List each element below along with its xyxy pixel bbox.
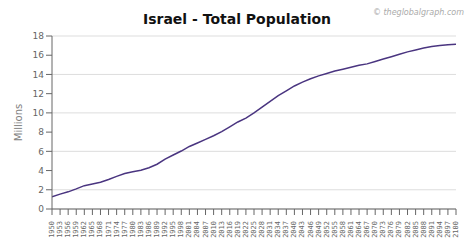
svg-text:2046: 2046 bbox=[307, 221, 315, 238]
svg-text:2097: 2097 bbox=[444, 221, 452, 238]
svg-text:1998: 1998 bbox=[177, 221, 185, 238]
svg-text:2091: 2091 bbox=[428, 221, 436, 238]
svg-text:2013: 2013 bbox=[218, 221, 226, 238]
svg-text:1974: 1974 bbox=[113, 221, 121, 238]
svg-text:16: 16 bbox=[33, 50, 45, 60]
svg-text:2043: 2043 bbox=[298, 221, 306, 238]
svg-text:1986: 1986 bbox=[145, 221, 153, 238]
svg-text:4: 4 bbox=[38, 166, 44, 176]
svg-text:2040: 2040 bbox=[290, 221, 298, 238]
svg-text:1953: 1953 bbox=[56, 221, 64, 238]
svg-text:Millions: Millions bbox=[13, 104, 24, 141]
svg-text:2010: 2010 bbox=[210, 221, 218, 238]
svg-text:2034: 2034 bbox=[274, 221, 282, 238]
svg-text:18: 18 bbox=[33, 31, 45, 41]
svg-text:1962: 1962 bbox=[80, 221, 88, 238]
svg-text:2070: 2070 bbox=[371, 221, 379, 238]
svg-text:2079: 2079 bbox=[395, 221, 403, 238]
svg-text:2064: 2064 bbox=[355, 221, 363, 238]
svg-text:2001: 2001 bbox=[185, 221, 193, 238]
svg-text:2085: 2085 bbox=[412, 221, 420, 238]
svg-text:1959: 1959 bbox=[72, 221, 80, 238]
svg-text:2007: 2007 bbox=[202, 221, 210, 238]
html-text:Israel - Total Population: Israel - Total Population bbox=[143, 11, 331, 27]
svg-text:2061: 2061 bbox=[347, 221, 355, 238]
svg-text:2016: 2016 bbox=[226, 221, 234, 238]
svg-text:2067: 2067 bbox=[363, 221, 371, 238]
svg-text:1983: 1983 bbox=[137, 221, 145, 238]
svg-text:2028: 2028 bbox=[258, 221, 266, 238]
svg-text:2073: 2073 bbox=[379, 221, 387, 238]
svg-text:2: 2 bbox=[38, 185, 44, 195]
svg-text:1956: 1956 bbox=[64, 221, 72, 238]
svg-text:1980: 1980 bbox=[129, 221, 137, 238]
svg-text:2082: 2082 bbox=[404, 221, 412, 238]
svg-text:6: 6 bbox=[38, 147, 44, 157]
svg-text:1995: 1995 bbox=[169, 221, 177, 238]
svg-text:2100: 2100 bbox=[452, 221, 460, 238]
svg-text:2055: 2055 bbox=[331, 221, 339, 238]
svg-text:2025: 2025 bbox=[250, 221, 258, 238]
svg-text:2019: 2019 bbox=[234, 221, 242, 238]
svg-text:14: 14 bbox=[33, 70, 45, 80]
svg-text:10: 10 bbox=[33, 108, 45, 118]
svg-text:2031: 2031 bbox=[266, 221, 274, 238]
svg-text:1971: 1971 bbox=[105, 221, 113, 238]
svg-text:2094: 2094 bbox=[436, 221, 444, 238]
svg-text:1965: 1965 bbox=[88, 221, 96, 238]
svg-text:2049: 2049 bbox=[315, 221, 323, 238]
html-text:© theglobalgraph.com: © theglobalgraph.com bbox=[372, 8, 464, 17]
svg-text:1989: 1989 bbox=[153, 221, 161, 238]
svg-text:12: 12 bbox=[33, 89, 44, 99]
svg-text:2022: 2022 bbox=[242, 221, 250, 238]
svg-text:2076: 2076 bbox=[387, 221, 395, 238]
svg-text:1968: 1968 bbox=[96, 221, 104, 238]
svg-text:1977: 1977 bbox=[121, 221, 129, 238]
svg-text:0: 0 bbox=[38, 204, 44, 214]
svg-text:2004: 2004 bbox=[193, 221, 201, 238]
svg-text:8: 8 bbox=[38, 127, 44, 137]
svg-text:2058: 2058 bbox=[339, 221, 347, 238]
svg-text:1992: 1992 bbox=[161, 221, 169, 238]
svg-text:2037: 2037 bbox=[282, 221, 290, 238]
svg-text:1950: 1950 bbox=[48, 221, 56, 238]
svg-text:2052: 2052 bbox=[323, 221, 331, 238]
svg-text:2088: 2088 bbox=[420, 221, 428, 238]
